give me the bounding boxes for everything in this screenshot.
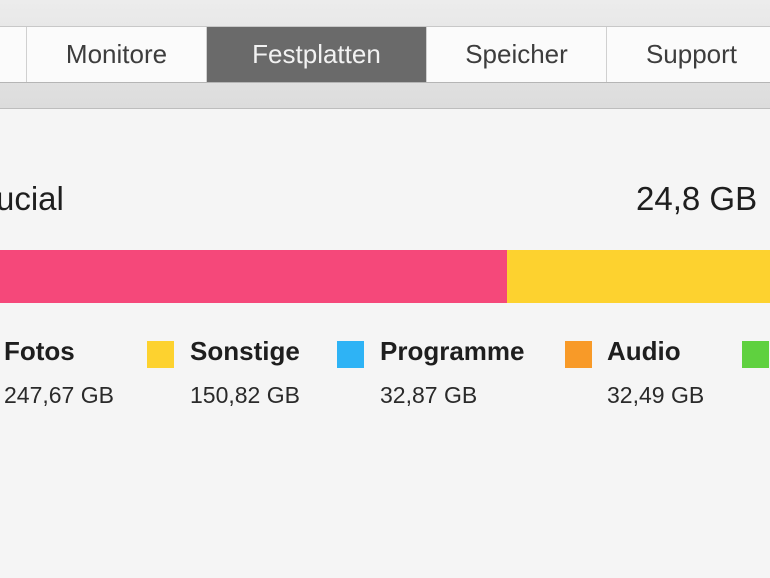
tab-monitore[interactable]: Monitore bbox=[27, 27, 207, 82]
legend-swatch bbox=[337, 341, 364, 368]
legend-value: 32,87 GB bbox=[380, 382, 478, 408]
tab-bar: Monitore Festplatten Speicher Support bbox=[0, 26, 770, 83]
legend-label: Programme bbox=[380, 336, 525, 366]
legend-value: 247,67 GB bbox=[4, 382, 114, 408]
disk-name: ucial bbox=[0, 180, 64, 217]
legend-swatch bbox=[565, 341, 592, 368]
legend-value: 150,82 GB bbox=[190, 382, 300, 408]
bar-segment-sonstige bbox=[507, 250, 770, 303]
tab-speicher[interactable]: Speicher bbox=[427, 27, 607, 82]
tab-support[interactable]: Support bbox=[607, 27, 770, 82]
legend-swatch bbox=[742, 341, 769, 368]
legend-label: Sonstige bbox=[190, 336, 300, 366]
storage-usage-bar bbox=[0, 250, 770, 303]
tab-previous[interactable] bbox=[0, 27, 27, 82]
legend-label: Fotos bbox=[4, 336, 75, 366]
tab-festplatten[interactable]: Festplatten bbox=[207, 27, 427, 82]
legend-value: 32,49 GB bbox=[607, 382, 705, 408]
legend-swatch bbox=[147, 341, 174, 368]
bar-segment-fotos bbox=[0, 250, 507, 303]
disk-free-space: 24,8 GB bbox=[636, 180, 758, 217]
toolbar: Monitore Festplatten Speicher Support bbox=[0, 0, 770, 109]
legend-label: Audio bbox=[607, 336, 681, 366]
